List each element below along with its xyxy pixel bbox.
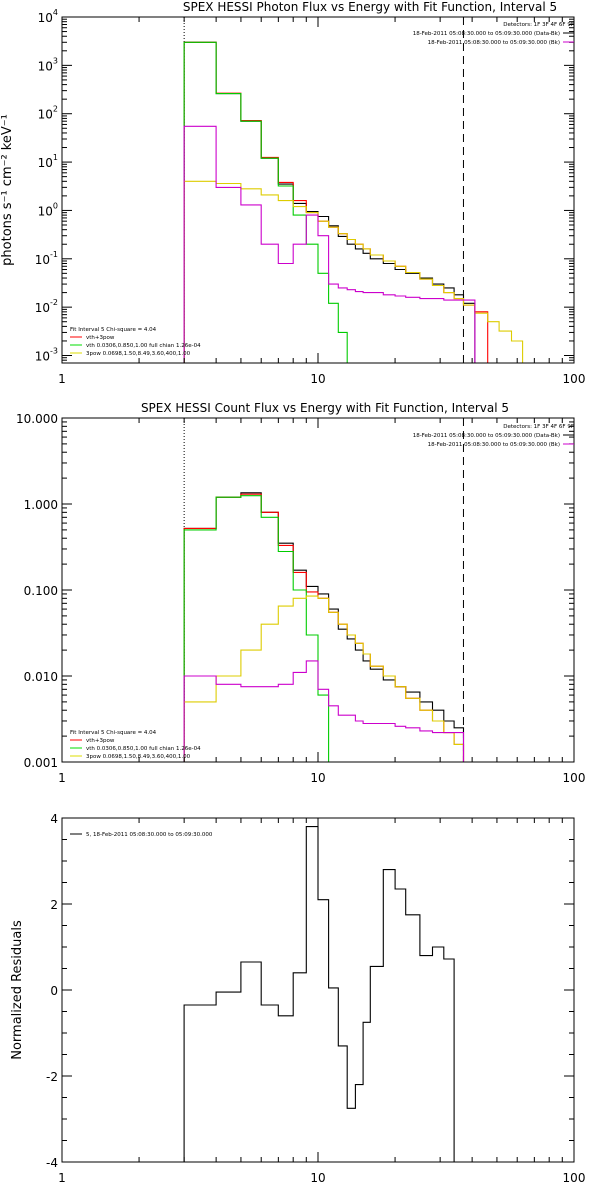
count-legend-entry: 18-Feb-2011 05:08:30.000 to 05:09:30.000… <box>428 442 560 448</box>
count-series-line-1 <box>183 493 465 762</box>
photon-flux-title: SPEX HESSI Photon Flux vs Energy with Fi… <box>183 0 557 14</box>
count-x-tick-labels: 1 10 100 <box>58 771 585 785</box>
residuals-x-tick-label: 10 <box>310 1171 325 1185</box>
count-y-tick-label: 0.010 <box>24 670 58 684</box>
residuals-legend: 5, 18-Feb-2011 05:08:30.000 to 05:09:30.… <box>70 832 213 838</box>
residuals-panel: Normalized Residuals -4 -2 0 2 4 1 10 10… <box>10 812 585 1185</box>
photon-legend-entry: 18-Feb-2011 05:08:30.000 to 05:09:30.000… <box>428 40 560 46</box>
photon-flux-y-axis-label: photons s⁻¹ cm⁻² keV⁻¹ <box>0 114 15 266</box>
photon-y-tick-label: 104 <box>38 8 58 25</box>
photon-y-tick-label: 10-3 <box>35 347 58 364</box>
residuals-series-line-0 <box>183 826 464 1162</box>
photon-y-tick-label: 100 <box>38 201 58 218</box>
photon-flux-panel: SPEX HESSI Photon Flux vs Energy with Fi… <box>0 0 585 386</box>
count-fit-legend-entry: 3pow 0.0698,1.50,8.49,3.60,400,1.00 <box>86 754 191 760</box>
residuals-y-tick-label: -2 <box>46 1070 58 1084</box>
residuals-tick-marks <box>61 817 575 1163</box>
photon-fit-legend-entry: vth 0.0306,0.850,1.00 full chian 1.26e-0… <box>86 343 201 349</box>
photon-y-tick-labels: 10-3 10-2 10-1 100 101 102 103 104 <box>35 8 58 364</box>
photon-y-tick-label: 10-2 <box>35 298 58 315</box>
residuals-legend-entry: 5, 18-Feb-2011 05:08:30.000 to 05:09:30.… <box>86 832 213 838</box>
photon-series-line-4 <box>183 125 476 363</box>
count-flux-title: SPEX HESSI Count Flux vs Energy with Fit… <box>141 401 509 415</box>
photon-x-tick-label: 100 <box>563 372 586 386</box>
photon-tick-marks <box>61 16 575 364</box>
residuals-y-tick-label: -4 <box>46 1156 58 1170</box>
photon-series-line-0 <box>183 41 476 363</box>
count-series-group <box>183 492 465 762</box>
photon-y-tick-label: 101 <box>38 153 58 170</box>
photon-series-line-1 <box>183 41 489 363</box>
residuals-y-tick-labels: -4 -2 0 2 4 <box>46 812 58 1170</box>
count-flux-panel: SPEX HESSI Count Flux vs Energy with Fit… <box>16 401 585 785</box>
count-series-line-3 <box>183 595 465 762</box>
count-x-tick-label: 10 <box>310 771 325 785</box>
photon-legend-title: Detectors: 1F 3F 4F 6F 9F <box>503 22 574 28</box>
count-y-tick-label: 1.000 <box>24 498 58 512</box>
photon-vlines <box>183 17 464 363</box>
count-fit-legend-entry: vth+3pow <box>86 738 115 744</box>
photon-legend-top-right: Detectors: 1F 3F 4F 6F 9F 18-Feb-2011 05… <box>413 22 574 46</box>
count-series-line-4 <box>183 660 465 762</box>
photon-fit-legend-entry: vth+3pow <box>86 335 115 341</box>
photon-y-tick-label: 103 <box>38 56 58 73</box>
photon-series-line-2 <box>183 41 356 363</box>
photon-fit-legend-title: Fit Interval 5 Chi-square = 4.04 <box>70 327 157 333</box>
count-y-tick-label: 0.100 <box>24 584 58 598</box>
residuals-x-tick-labels: 1 10 100 <box>58 1171 585 1185</box>
photon-series-line-3 <box>183 180 524 363</box>
count-fit-legend-entry: vth 0.0306,0.850,1.00 full chian 1.26e-0… <box>86 746 201 752</box>
photon-y-tick-label: 102 <box>38 105 58 122</box>
count-fit-legend-title: Fit Interval 5 Chi-square = 4.04 <box>70 730 157 736</box>
count-series-line-0 <box>183 492 465 762</box>
residuals-y-axis-label: Normalized Residuals <box>10 920 25 1060</box>
photon-x-tick-label: 1 <box>58 372 66 386</box>
photon-x-tick-label: 10 <box>310 372 325 386</box>
count-legend-title: Detectors: 1F 3F 4F 6F 9F <box>503 424 574 430</box>
residuals-x-tick-label: 100 <box>563 1171 586 1185</box>
residuals-x-tick-label: 1 <box>58 1171 66 1185</box>
count-x-tick-label: 1 <box>58 771 66 785</box>
count-y-tick-label: 0.001 <box>24 756 58 770</box>
residuals-y-tick-label: 2 <box>50 898 58 912</box>
count-y-tick-label: 10.000 <box>16 412 58 426</box>
count-legend-top-right: Detectors: 1F 3F 4F 6F 9F 18-Feb-2011 05… <box>413 424 574 448</box>
photon-series-group <box>183 41 524 363</box>
count-y-tick-labels: 0.001 0.010 0.100 1.000 10.000 <box>16 412 58 770</box>
photon-fit-legend-entry: 3pow 0.0698,1.50,8.49,3.60,400,1.00 <box>86 351 191 357</box>
photon-x-tick-labels: 1 10 100 <box>58 372 585 386</box>
residuals-series-group <box>183 826 464 1162</box>
residuals-y-tick-label: 4 <box>50 812 58 826</box>
count-legend-entry: 18-Feb-2011 05:08:30.000 to 05:09:30.000… <box>413 433 560 439</box>
count-legend-bottom-left: Fit Interval 5 Chi-square = 4.04 vth+3po… <box>70 730 201 760</box>
count-x-tick-label: 100 <box>563 771 586 785</box>
residuals-y-tick-label: 0 <box>50 984 58 998</box>
photon-legend-bottom-left: Fit Interval 5 Chi-square = 4.04 vth+3po… <box>70 327 201 357</box>
count-tick-marks <box>61 417 575 763</box>
photon-legend-entry: 18-Feb-2011 05:08:30.000 to 05:09:30.000… <box>413 31 560 37</box>
photon-y-tick-label: 10-1 <box>35 250 58 267</box>
photon-plot-frame <box>61 16 575 364</box>
count-series-line-2 <box>183 495 339 762</box>
